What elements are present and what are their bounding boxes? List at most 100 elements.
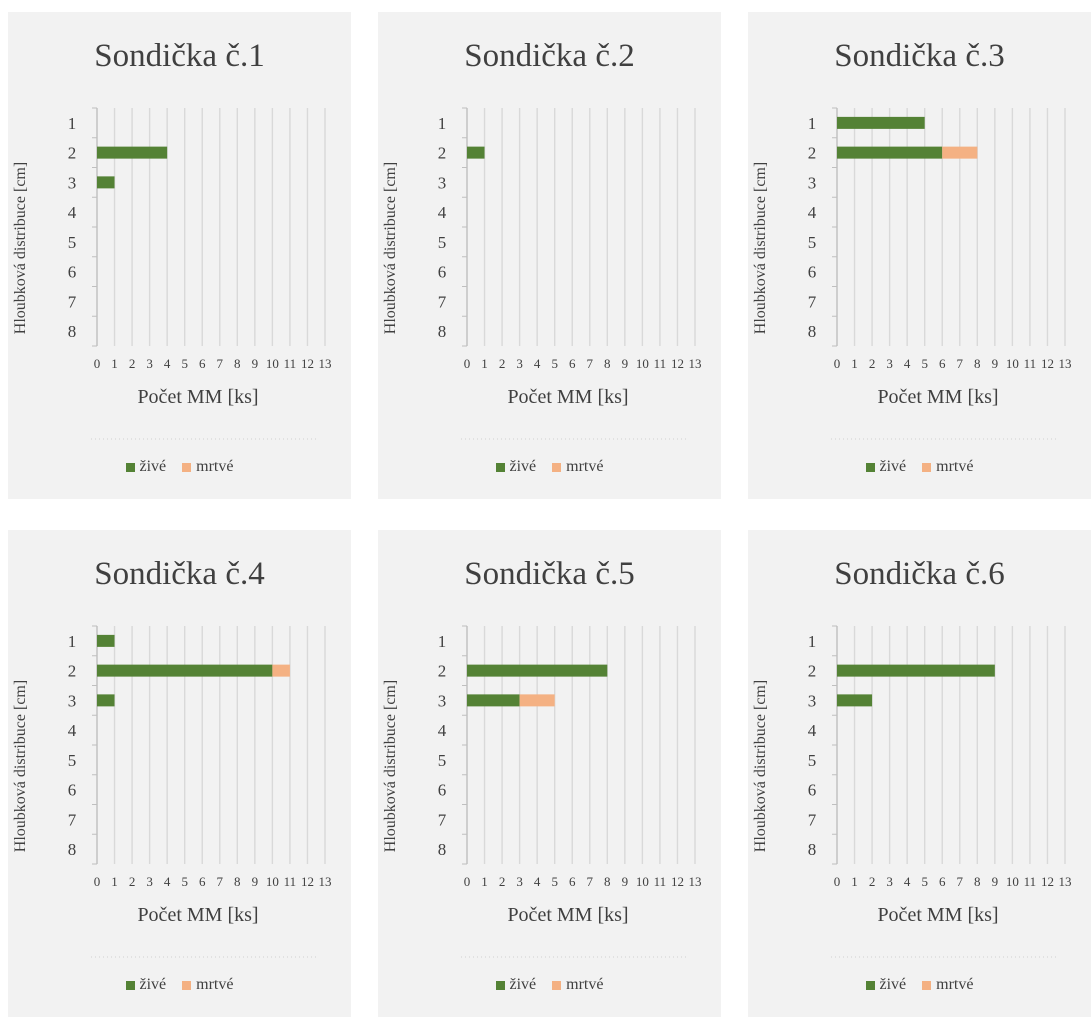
legend-label-live: živé	[879, 976, 907, 993]
bar-dead	[272, 664, 290, 677]
chart-title: Sondička č.3	[834, 38, 1005, 74]
chart-panel-3: Sondička č.3 Hloubková distribuce [cm] 1…	[748, 12, 1091, 499]
x-axis-label: Počet MM [ks]	[507, 386, 629, 408]
legend-label-live: živé	[509, 458, 537, 475]
x-tick-label: 0	[94, 874, 101, 889]
bar-live	[837, 116, 925, 129]
legend-swatch-dead	[182, 980, 192, 990]
chart-panel-1: Sondička č.1 Hloubková distribuce [cm] 1…	[8, 12, 351, 499]
x-tick-label: 9	[252, 356, 259, 371]
y-tick-label: 6	[808, 781, 817, 800]
y-tick-label: 7	[438, 810, 447, 829]
y-tick-label: 3	[808, 691, 817, 710]
x-tick-label: 13	[1059, 874, 1072, 889]
y-tick-label: 6	[68, 781, 77, 800]
chart-title: Sondička č.5	[464, 556, 635, 592]
x-tick-label: 9	[992, 356, 999, 371]
x-tick-label: 7	[217, 356, 224, 371]
legend-swatch-live	[125, 980, 135, 990]
x-tick-label: 0	[464, 874, 471, 889]
bar-live	[97, 694, 115, 707]
y-tick-label: 8	[808, 322, 817, 341]
x-tick-label: 8	[974, 874, 981, 889]
legend-item-live: živé	[125, 976, 167, 994]
x-tick-label: 12	[1041, 874, 1054, 889]
legend-label-live: živé	[139, 976, 167, 993]
y-tick-label: 8	[438, 322, 447, 341]
y-tick-label: 5	[808, 233, 817, 252]
x-tick-label: 10	[266, 874, 279, 889]
chart-panel-4: Sondička č.4 Hloubková distribuce [cm] 1…	[8, 530, 351, 1017]
bar-live	[97, 664, 273, 677]
y-tick-label: 2	[68, 144, 77, 163]
y-tick-label: 1	[68, 114, 77, 133]
y-tick-label: 3	[68, 691, 77, 710]
x-tick-label: 1	[481, 874, 488, 889]
y-tick-label: 5	[68, 751, 77, 770]
y-tick-label: 7	[68, 810, 77, 829]
y-tick-label: 6	[438, 781, 447, 800]
x-tick-label: 5	[181, 874, 188, 889]
y-tick-label: 5	[438, 751, 447, 770]
x-tick-label: 3	[516, 874, 523, 889]
legend-item-dead: mrtvé	[922, 976, 973, 994]
legend-swatch-dead	[182, 462, 192, 472]
y-tick-label: 1	[808, 632, 817, 651]
x-tick-label: 2	[129, 356, 136, 371]
y-tick-label: 8	[808, 840, 817, 859]
x-tick-label: 6	[939, 356, 946, 371]
legend-swatch-dead	[552, 980, 562, 990]
y-tick-label: 8	[438, 840, 447, 859]
x-tick-label: 3	[516, 356, 523, 371]
legend-item-live: živé	[495, 458, 537, 476]
x-tick-label: 7	[587, 874, 594, 889]
x-tick-label: 10	[1006, 874, 1019, 889]
x-tick-label: 3	[146, 874, 153, 889]
legend-item-dead: mrtvé	[552, 458, 603, 476]
chart-panel-5: Sondička č.5 Hloubková distribuce [cm] 1…	[378, 530, 721, 1017]
x-tick-label: 3	[886, 874, 893, 889]
y-tick-label: 8	[68, 322, 77, 341]
chart-title: Sondička č.6	[834, 556, 1005, 592]
y-tick-label: 3	[68, 173, 77, 192]
x-tick-label: 7	[217, 874, 224, 889]
y-tick-label: 2	[808, 662, 817, 681]
x-tick-label: 8	[234, 356, 241, 371]
x-tick-label: 7	[957, 874, 964, 889]
y-tick-label: 3	[438, 173, 447, 192]
legend-label-live: živé	[509, 976, 537, 993]
x-tick-label: 9	[622, 874, 629, 889]
y-tick-label: 5	[808, 751, 817, 770]
x-tick-label: 2	[869, 874, 876, 889]
x-tick-label: 13	[319, 356, 332, 371]
bar-live	[97, 176, 115, 189]
legend-label-live: živé	[879, 458, 907, 475]
x-tick-label: 3	[886, 356, 893, 371]
x-tick-label: 10	[1006, 356, 1019, 371]
x-tick-label: 4	[534, 356, 541, 371]
x-tick-label: 4	[904, 874, 911, 889]
x-tick-label: 13	[689, 356, 702, 371]
x-tick-label: 0	[834, 356, 841, 371]
x-tick-label: 8	[604, 874, 611, 889]
x-tick-label: 0	[834, 874, 841, 889]
legend-swatch-dead	[552, 462, 562, 472]
legend-item-live: živé	[865, 976, 907, 994]
legend: živé mrtvé	[8, 976, 351, 994]
legend-swatch-dead	[922, 462, 932, 472]
x-tick-label: 10	[636, 356, 649, 371]
x-axis-label: Počet MM [ks]	[877, 904, 999, 926]
x-axis-label: Počet MM [ks]	[877, 386, 999, 408]
x-axis-label: Počet MM [ks]	[137, 904, 259, 926]
y-tick-label: 1	[808, 114, 817, 133]
y-tick-label: 3	[808, 173, 817, 192]
x-tick-label: 8	[604, 356, 611, 371]
legend: živé mrtvé	[378, 976, 721, 994]
x-tick-label: 5	[551, 356, 558, 371]
x-tick-label: 0	[94, 356, 101, 371]
y-tick-label: 4	[438, 721, 447, 740]
y-tick-label: 7	[808, 810, 817, 829]
